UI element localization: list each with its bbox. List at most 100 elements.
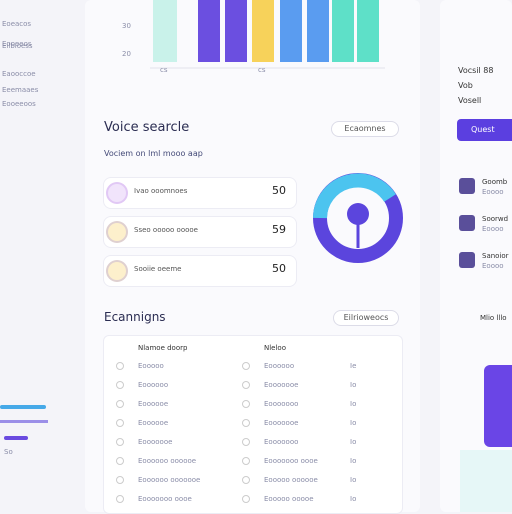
bar (198, 0, 220, 62)
right-footer: Mlio lllo (480, 314, 507, 322)
filter-dropdown[interactable]: Ecaomnes (331, 121, 399, 137)
button[interactable]: Quest (457, 119, 512, 141)
row-value: 50 (272, 262, 286, 275)
row-icon (242, 476, 250, 484)
table-cell: Eoooooo (138, 381, 169, 389)
list-row[interactable] (103, 216, 297, 248)
bar (225, 0, 247, 62)
table-cell: Eoooooo (264, 362, 295, 370)
stat: Vob (458, 81, 473, 90)
table-cell: Eooooooe (264, 419, 299, 427)
bar-chart (150, 0, 385, 69)
table-cell: Eoooooo oooooe (138, 457, 197, 465)
tick-label: 30 (122, 22, 131, 30)
filter-dropdown[interactable]: Eilrioweocs (333, 310, 399, 326)
sidebar-footer: So (4, 448, 13, 456)
item-sub: Eoooo (482, 188, 504, 196)
list-row[interactable] (103, 177, 297, 209)
table-cell: Io (350, 476, 357, 484)
icon (106, 260, 128, 282)
row-icon (116, 457, 124, 465)
section-title: Ecannigns (104, 310, 166, 324)
table-cell: Io (350, 419, 357, 427)
row-icon (116, 400, 124, 408)
donut-segment (313, 173, 396, 219)
table-cell: Io (350, 381, 357, 389)
x-label: cs (258, 66, 266, 74)
row-icon (242, 438, 250, 446)
table-cell: Eoooooe (138, 400, 169, 408)
table-header: Nleloo (264, 344, 286, 352)
table-cell: Eooooo oooooe (264, 476, 318, 484)
row-icon (242, 381, 250, 389)
bar (357, 0, 379, 62)
table-header: Nlamoe doorp (138, 344, 188, 352)
row-label: Sseo ooooo ooooe (134, 226, 198, 234)
row-icon (116, 362, 124, 370)
promo-card (484, 365, 512, 447)
bar (332, 0, 354, 62)
subtitle: Vociem on lml mooo aap (104, 149, 203, 158)
table-cell: Io (350, 438, 357, 446)
row-icon (116, 381, 124, 389)
row-icon (116, 438, 124, 446)
row-label: Sooiie oeeme (134, 265, 182, 273)
item-sub: Eoooo (482, 225, 504, 233)
row-icon (116, 476, 124, 484)
table (103, 335, 403, 514)
table-cell: Eoooooe (138, 419, 169, 427)
item-sub: Eoooo (482, 262, 504, 270)
table-cell: Io (350, 400, 357, 408)
sidebar-item[interactable]: Eooeeoos (2, 100, 36, 108)
sidebar-item[interactable]: Eoeacos (2, 20, 32, 28)
table-cell: Eoooooo ooooooe (138, 476, 201, 484)
item-title[interactable]: Soorwd (482, 215, 509, 223)
bar (280, 0, 302, 62)
stat: Vocsil 88 (458, 66, 494, 75)
stat: Vosell (458, 96, 482, 105)
donut-chart (313, 173, 403, 263)
table-cell: Eooooooe (264, 381, 299, 389)
row-icon (242, 400, 250, 408)
sidebar-item[interactable]: Eeemaaes (2, 86, 39, 94)
sidebar-item[interactable]: Eilbioess (2, 42, 33, 50)
table-cell: Eooooooo oooe (264, 457, 318, 465)
progress (0, 405, 46, 409)
decoration (460, 450, 512, 512)
table-cell: Eooooooo (264, 438, 299, 446)
icon (106, 182, 128, 204)
table-cell: Eooooo ooooe (264, 495, 314, 503)
row-icon (116, 419, 124, 427)
item-icon (459, 178, 475, 194)
row-icon (242, 457, 250, 465)
table-cell: Eooooo (138, 362, 164, 370)
table-cell: Eooooooe (138, 438, 173, 446)
row-label: Ivao ooomnoes (134, 187, 188, 195)
list-row[interactable] (103, 255, 297, 287)
table-cell: Eooooooo oooe (138, 495, 192, 503)
bar (153, 0, 177, 62)
sidebar-item[interactable]: Eooeeos (2, 40, 32, 48)
progress (4, 436, 28, 440)
icon (106, 221, 128, 243)
row-value: 59 (272, 223, 286, 236)
table-cell: Io (350, 457, 357, 465)
section-title: Voice searcle (104, 120, 190, 135)
row-value: 50 (272, 184, 286, 197)
item-title[interactable]: Sanoior (482, 252, 509, 260)
table-cell: Io (350, 495, 357, 503)
bar (252, 0, 274, 62)
progress (0, 420, 48, 423)
sidebar-item[interactable]: Eaooccoe (2, 70, 36, 78)
item-icon (459, 252, 475, 268)
table-cell: Eooooooo (264, 400, 299, 408)
tick-label: 20 (122, 50, 131, 58)
item-title[interactable]: Goomb (482, 178, 508, 186)
bar (307, 0, 329, 62)
row-icon (116, 495, 124, 503)
row-icon (242, 419, 250, 427)
row-icon (242, 495, 250, 503)
x-label: cs (160, 66, 168, 74)
table-cell: Ie (350, 362, 357, 370)
